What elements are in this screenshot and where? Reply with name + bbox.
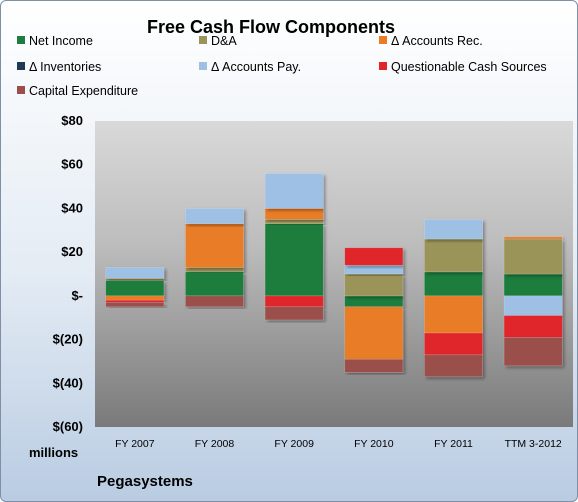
bar-danda-fy-2010 [344,273,404,297]
bar-capital-expenditure-fy-2010 [344,358,404,373]
bar-questionable-cash-sources-fy-2010 [344,247,404,266]
bar-delta-accounts-rec-fy-2011 [424,295,483,334]
bar-danda-fy-2011 [424,238,483,273]
plot-area [95,121,573,427]
y-tick-label: $40 [61,200,83,215]
bar-danda-fy-2009 [264,219,324,225]
bar-questionable-cash-sources-ttm-3-2012 [503,315,563,338]
bar-questionable-cash-sources-fy-2007 [105,299,165,303]
bar-capital-expenditure-ttm-3-2012 [503,337,563,367]
legend-swatch-capital-expenditure [17,86,25,94]
legend-label-questionable-cash-sources: Questionable Cash Sources [391,60,547,74]
legend-swatch-questionable-cash-sources [379,62,387,70]
y-axis-ticks: $80 $60 $40 $20 $- $(20) $(40) $(60) [53,113,83,434]
y-tick-label: $60 [61,157,83,172]
bar-questionable-cash-sources-fy-2009 [264,295,324,308]
legend-swatch-delta-accounts-pay [199,62,207,70]
bars [105,173,563,378]
legend-label-net-income: Net Income [29,34,93,48]
x-tick-label: FY 2008 [195,438,235,450]
company-name: Pegasystems [97,473,193,490]
unit-label: millions [29,445,78,460]
y-tick-label: $(60) [53,419,83,434]
bar-net-income-fy-2009 [264,223,324,297]
legend: Net Income D&A Δ Accounts Rec. Δ Inventorie… [17,34,547,98]
y-tick-label: $(40) [53,375,83,390]
y-tick-label: $20 [61,244,83,259]
bar-net-income-fy-2008 [185,271,244,297]
x-tick-label: FY 2007 [115,438,155,450]
bar-danda-ttm-3-2012 [503,238,563,275]
bar-danda-fy-2008 [185,267,244,273]
bar-net-income-fy-2007 [105,280,165,297]
x-tick-label: FY 2011 [434,438,473,450]
legend-label-danda: D&A [211,34,237,48]
x-tick-label: FY 2010 [354,438,394,450]
bar-capital-expenditure-fy-2011 [424,354,483,378]
bar-capital-expenditure-fy-2007 [105,302,165,308]
bar-delta-accounts-rec-fy-2009 [264,208,324,220]
bar-delta-accounts-rec-fy-2007 [105,295,165,301]
legend-swatch-danda [199,36,207,44]
y-tick-label: $80 [61,113,83,128]
legend-label-delta-accounts-rec: Δ Accounts Rec. [391,34,483,48]
bar-net-income-fy-2010 [344,295,404,308]
bar-delta-accounts-pay-fy-2008 [185,208,244,225]
legend-swatch-delta-inventories [17,62,25,70]
bar-questionable-cash-sources-fy-2011 [424,332,483,356]
y-tick-label: $(20) [53,332,83,347]
bar-delta-accounts-rec-ttm-3-2012 [503,236,563,240]
legend-label-delta-inventories: Δ Inventories [29,60,101,74]
legend-label-capital-expenditure: Capital Expenditure [29,84,138,98]
bar-capital-expenditure-fy-2008 [185,295,244,308]
bar-delta-accounts-pay-fy-2010 [344,264,404,275]
x-axis-ticks: FY 2007 FY 2008 FY 2009 FY 2010 FY 2011 TTM 3… [115,438,562,450]
legend-swatch-delta-accounts-rec [379,36,387,44]
bar-delta-accounts-rec-fy-2010 [344,306,404,360]
bar-capital-expenditure-fy-2009 [264,306,324,321]
bar-delta-accounts-pay-ttm-3-2012 [503,295,563,316]
x-tick-label: FY 2009 [274,438,314,450]
bar-delta-accounts-pay-fy-2011 [424,219,483,240]
legend-label-delta-accounts-pay: Δ Accounts Pay. [211,60,301,74]
bar-delta-accounts-pay-fy-2009 [264,173,324,209]
bar-delta-accounts-pay-fy-2007 [105,267,165,279]
x-tick-label: TTM 3-2012 [505,438,562,450]
bar-delta-accounts-rec-fy-2008 [185,223,244,268]
bar-danda-fy-2007 [105,278,165,281]
bar-net-income-ttm-3-2012 [503,273,563,297]
y-tick-label: $- [71,288,83,303]
bar-net-income-fy-2011 [424,271,483,297]
legend-swatch-net-income [17,36,25,44]
chart-title: Free Cash Flow Components [147,17,395,37]
